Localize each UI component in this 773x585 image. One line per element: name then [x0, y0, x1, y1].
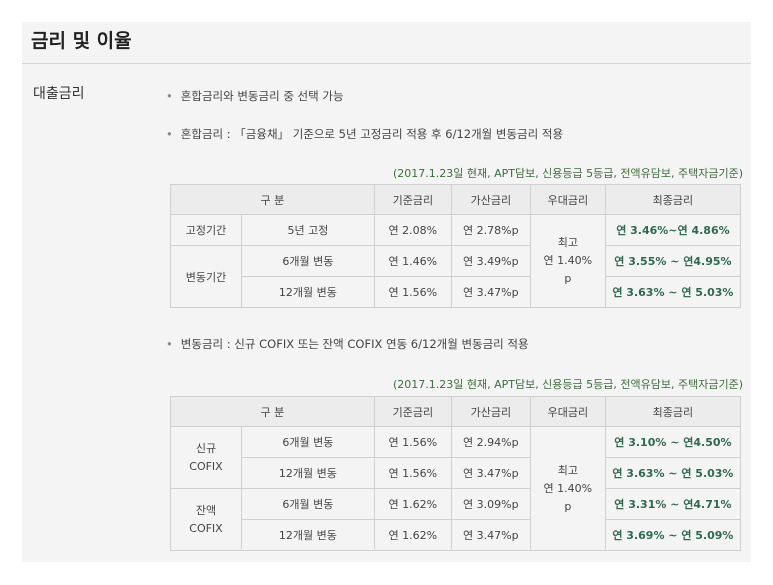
spread-cell: 연 3.47%p — [450, 457, 531, 489]
group-label: 신규 COFIX — [170, 426, 242, 489]
term-cell: 6개월 변동 — [241, 245, 375, 277]
final-rate-cell: 연 3.10% ~ 연4.50% — [604, 426, 742, 458]
base-rate-cell: 연 2.08% — [373, 214, 452, 246]
base-rate-cell: 연 1.56% — [373, 457, 452, 489]
final-rate-cell: 연 3.69% ~ 연 5.09% — [604, 519, 742, 551]
spread-cell: 연 3.47%p — [450, 519, 531, 551]
base-rate-cell: 연 1.56% — [373, 426, 452, 458]
bullet-variable-rate: • 변동금리 : 신규 COFIX 또는 잔액 COFIX 연동 6/12개월 변… — [166, 336, 529, 352]
bullet-rate-choice: • 혼합금리와 변동금리 중 선택 가능 — [166, 88, 344, 104]
col-header-base-rate: 기준금리 — [373, 396, 452, 427]
table-row: 12개월 변동 연 1.62% 연 3.47%p 연 3.69% ~ 연 5.0… — [171, 519, 742, 551]
spread-cell: 연 3.49%p — [450, 245, 531, 277]
spread-cell: 연 3.09%p — [450, 488, 531, 520]
term-cell: 12개월 변동 — [241, 519, 375, 551]
table-row: 잔액 COFIX 6개월 변동 연 1.62% 연 3.09%p 연 3.31%… — [170, 488, 742, 551]
col-header-base-rate: 기준금리 — [373, 184, 452, 215]
base-rate-cell: 연 1.56% — [373, 276, 452, 308]
bullet-dot-icon: • — [166, 337, 173, 351]
final-rate-cell: 연 3.46%~연 4.86% — [604, 214, 742, 246]
col-header-category: 구 분 — [170, 184, 375, 215]
spread-cell: 연 2.94%p — [450, 426, 531, 458]
group-label: 잔액 COFIX — [170, 488, 242, 551]
final-rate-cell: 연 3.63% ~ 연 5.03% — [604, 457, 742, 489]
table-row: 12개월 변동 연 1.56% 연 3.47%p 연 3.63% ~ 연 5.0… — [171, 276, 742, 308]
term-cell: 12개월 변동 — [241, 457, 375, 489]
final-rate-cell: 연 3.55% ~ 연4.95% — [604, 245, 742, 277]
base-rate-cell: 연 1.62% — [373, 519, 452, 551]
group-label: 고정기간 — [170, 214, 242, 246]
col-header-discount: 우대금리 — [529, 396, 606, 427]
discount-cell: 최고 연 1.40% p — [529, 426, 606, 551]
bullet-mixed-rate: • 혼합금리 : 「금융채」 기준으로 5년 고정금리 적용 후 6/12개월 변… — [166, 126, 563, 142]
col-header-spread: 가산금리 — [450, 396, 531, 427]
bullet-dot-icon: • — [166, 89, 173, 103]
table-row: 12개월 변동 연 1.56% 연 3.47%p 연 3.63% ~ 연 5.0… — [171, 457, 742, 489]
table-header-row: 구 분 기준금리 가산금리 우대금리 최종금리 — [170, 396, 742, 427]
col-header-category: 구 분 — [170, 396, 375, 427]
base-rate-cell: 연 1.62% — [373, 488, 452, 520]
section-label: 대출금리 — [33, 86, 85, 102]
col-header-spread: 가산금리 — [450, 184, 531, 215]
bullet-text: 변동금리 : 신규 COFIX 또는 잔액 COFIX 연동 6/12개월 변동… — [180, 337, 529, 351]
variable-rate-table: 구 분 기준금리 가산금리 우대금리 최종금리 신규 COFIX 6개월 변동 … — [170, 396, 742, 551]
term-cell: 5년 고정 — [241, 214, 375, 246]
discount-cell: 최고 연 1.40% p — [529, 214, 606, 308]
mixed-rate-table: 구 분 기준금리 가산금리 우대금리 최종금리 고정기간 5년 고정 연 2.0… — [170, 184, 742, 308]
spread-cell: 연 2.78%p — [450, 214, 531, 246]
base-rate-cell: 연 1.46% — [373, 245, 452, 277]
table2-note: (2017.1.23일 현재, APT담보, 신용등급 5등급, 전액유담보, … — [392, 378, 743, 391]
bullet-text: 혼합금리 : 「금융채」 기준으로 5년 고정금리 적용 후 6/12개월 변동… — [180, 127, 564, 141]
col-header-final-rate: 최종금리 — [604, 396, 742, 427]
table-row: 고정기간 5년 고정 연 2.08% 연 2.78%p 최고 연 1.40% p… — [170, 214, 742, 308]
group-label: 변동기간 — [170, 245, 242, 308]
table-header-row: 구 분 기준금리 가산금리 우대금리 최종금리 — [170, 184, 742, 215]
bullet-dot-icon: • — [166, 127, 173, 141]
page-title: 금리 및 이율 — [31, 30, 132, 52]
col-header-discount: 우대금리 — [529, 184, 606, 215]
term-cell: 6개월 변동 — [241, 426, 375, 458]
final-rate-cell: 연 3.31% ~ 연4.71% — [604, 488, 742, 520]
title-divider — [22, 63, 751, 64]
spread-cell: 연 3.47%p — [450, 276, 531, 308]
term-cell: 12개월 변동 — [241, 276, 375, 308]
term-cell: 6개월 변동 — [241, 488, 375, 520]
table1-note: (2017.1.23일 현재, APT담보, 신용등급 5등급, 전액유담보, … — [392, 167, 743, 180]
table-row: 신규 COFIX 6개월 변동 연 1.56% 연 2.94%p 최고 연 1.… — [170, 426, 742, 551]
bullet-text: 혼합금리와 변동금리 중 선택 가능 — [180, 89, 344, 103]
col-header-final-rate: 최종금리 — [604, 184, 742, 215]
final-rate-cell: 연 3.63% ~ 연 5.03% — [604, 276, 742, 308]
table-row: 변동기간 6개월 변동 연 1.46% 연 3.49%p 연 3.55% ~ 연… — [170, 245, 742, 308]
